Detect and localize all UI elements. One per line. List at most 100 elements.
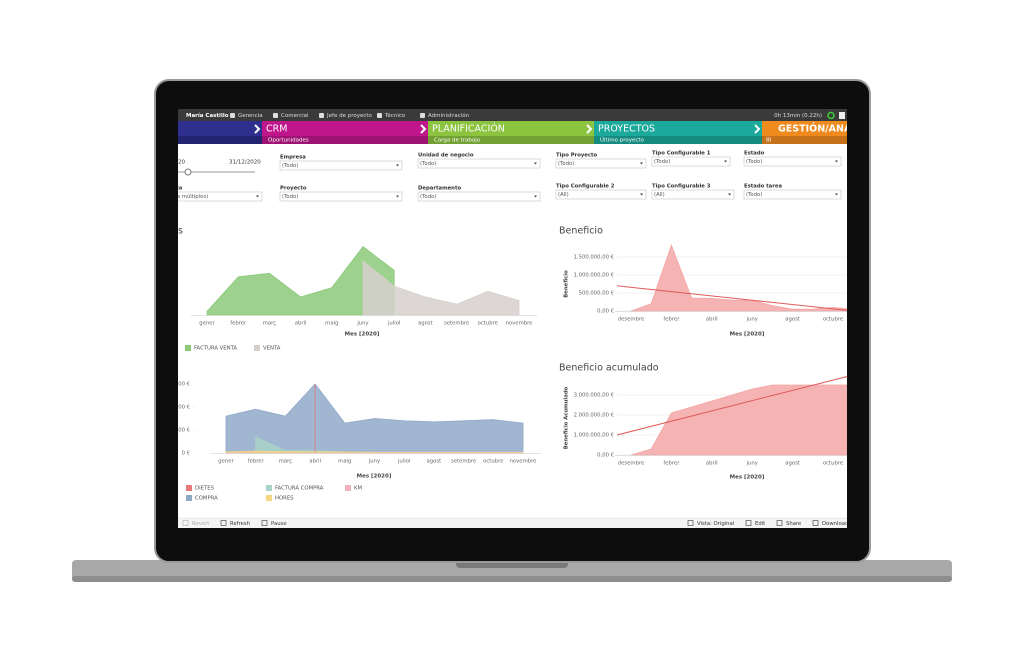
- filter-box: [178, 191, 263, 202]
- y-tick-label: 0,00 €: [597, 309, 614, 315]
- y-tick-label: 00 €: [178, 405, 190, 411]
- toolbar-icon: [182, 520, 189, 526]
- legend-swatch: [186, 485, 192, 491]
- area-series: [225, 450, 524, 454]
- toolbar-button[interactable]: Share: [786, 521, 801, 527]
- x-tick-label: octubre: [823, 461, 843, 467]
- filter-value: (All): [558, 192, 569, 198]
- role-icon: [273, 113, 278, 118]
- nav-tab-sub-bg: [428, 136, 594, 144]
- role-link[interactable]: Gerencia: [238, 113, 263, 119]
- role-link[interactable]: Técnico: [384, 112, 406, 119]
- dropdown-arrow: [835, 160, 838, 163]
- x-tick-label: desembre: [618, 461, 644, 467]
- toolbar-button[interactable]: Vista: Original: [697, 521, 734, 527]
- x-tick-label: octubre: [478, 321, 498, 327]
- toolbar-button[interactable]: Edit: [755, 521, 765, 527]
- slider-handle[interactable]: [184, 168, 192, 176]
- legend-swatch: [266, 485, 272, 491]
- nav-tab[interactable]: GESTIÓN/ANÁL BI: [754, 121, 857, 144]
- nav-tab-bg: [428, 121, 594, 144]
- screen: [178, 109, 847, 528]
- date-end: 31/12/2020: [229, 160, 261, 166]
- filter-dropdown[interactable]: (Todo): [417, 158, 541, 169]
- legend-swatch: [185, 345, 191, 351]
- filter-dropdown[interactable]: (All): [651, 189, 735, 200]
- filter-label: Proyecto: [280, 186, 307, 192]
- x-tick-label: abril: [309, 459, 321, 465]
- legend-label: VENTA: [263, 346, 281, 352]
- nav-tab-sub-bg: [262, 136, 428, 144]
- x-tick-label: octubre: [823, 317, 843, 323]
- x-tick-label: maig: [325, 321, 338, 327]
- nav-tab[interactable]: CRM Oportunidades: [254, 121, 428, 144]
- dropdown-arrow: [728, 193, 731, 196]
- role-link[interactable]: Jefe de proyecto: [326, 113, 373, 119]
- filter-dropdown[interactable]: (Todo): [555, 158, 647, 169]
- laptop-base-edge: [72, 576, 952, 582]
- y-tick-label: 3.000.000,00 €: [574, 393, 615, 399]
- nav-tab[interactable]: PLANIFICACIÓN Carga de trabajo: [420, 121, 594, 144]
- x-tick-label: agost: [418, 321, 433, 327]
- x-tick-label: abril: [706, 461, 718, 467]
- nav-title: PROYECTOS: [598, 124, 655, 135]
- nav-subtitle: Último proyecto: [600, 137, 645, 144]
- user-name: María Castillo: [186, 112, 229, 119]
- dropdown-arrow: [724, 160, 727, 163]
- x-tick-label: novembre: [510, 459, 537, 465]
- filter-value: (All): [654, 192, 665, 198]
- legend-label: HORES: [275, 496, 294, 502]
- trend-line: [616, 285, 847, 311]
- x-axis-title: Mes [2020]: [345, 332, 380, 338]
- filter-dropdown[interactable]: (Todo): [417, 191, 541, 202]
- x-tick-label: gener: [218, 459, 234, 465]
- role-link[interactable]: Comercial: [281, 113, 309, 119]
- filter-dropdown[interactable]: (Todo): [279, 191, 403, 202]
- x-tick-label: febrer: [663, 317, 680, 323]
- filter-dropdown[interactable]: (Todo): [743, 156, 842, 167]
- y-axis-title: Beneficio: [564, 270, 570, 298]
- nav-tab-sub-bg: [594, 136, 762, 144]
- filter-dropdown[interactable]: (All): [555, 189, 647, 200]
- x-tick-label: juny: [746, 461, 758, 467]
- nav-title: GESTIÓN/ANÁL: [778, 123, 857, 135]
- toolbar-button[interactable]: Pause: [271, 521, 287, 527]
- legend-label: FACTURA VENTA: [194, 346, 237, 352]
- user-bar: [178, 109, 847, 121]
- filter-value: (Todo): [558, 161, 574, 167]
- filter-label: Tipo Configurable 1: [652, 151, 711, 157]
- toolbar-button[interactable]: Refresh: [230, 521, 250, 527]
- toolbar-button[interactable]: Download: [822, 521, 848, 527]
- area-series: [225, 383, 524, 454]
- date-start: 20: [178, 160, 185, 166]
- nav-home-sub: [178, 136, 262, 144]
- x-tick-label: abril: [706, 317, 718, 323]
- nav-chevron: [754, 124, 761, 134]
- filter-dropdown[interactable]: (Todo): [651, 156, 731, 167]
- toolbar: [178, 518, 847, 528]
- filter-dropdown[interactable]: res múltiples): [170, 191, 263, 202]
- filter-label: Tipo Configurable 2: [556, 184, 615, 190]
- session-timer: 0h 13min (0.22h): [774, 113, 822, 119]
- legend-label: COMPRA: [195, 496, 218, 502]
- filter-box: [417, 158, 541, 169]
- filter-dropdown[interactable]: (Todo): [743, 189, 842, 200]
- y-tick-label: 00 €: [178, 382, 190, 388]
- nav-tab[interactable]: PROYECTOS Último proyecto: [586, 121, 762, 144]
- legend-swatch: [186, 495, 192, 501]
- dropdown-arrow: [534, 162, 537, 165]
- filter-dropdown[interactable]: (Todo): [279, 160, 403, 171]
- x-tick-label: juny: [368, 459, 380, 465]
- dropdown-arrow: [640, 162, 643, 165]
- filter-label: Estado: [744, 151, 765, 157]
- role-link[interactable]: Administración: [428, 112, 470, 119]
- filter-box: [743, 156, 842, 167]
- y-tick-label: 1.000.000,00 €: [574, 273, 615, 279]
- filter-value: (Todo): [746, 159, 762, 165]
- filter-box: [743, 189, 842, 200]
- toolbar-button[interactable]: Revert: [192, 521, 209, 527]
- nav-tab-bg: [262, 121, 428, 144]
- filter-value: (Todo): [654, 159, 670, 165]
